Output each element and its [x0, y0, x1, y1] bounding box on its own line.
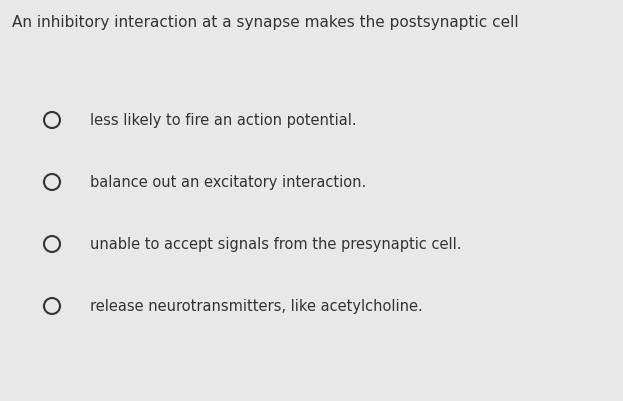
Text: release neurotransmitters, like acetylcholine.: release neurotransmitters, like acetylch… [90, 298, 423, 314]
Text: An inhibitory interaction at a synapse makes the postsynaptic cell: An inhibitory interaction at a synapse m… [12, 15, 518, 30]
Text: unable to accept signals from the presynaptic cell.: unable to accept signals from the presyn… [90, 237, 462, 251]
Text: less likely to fire an action potential.: less likely to fire an action potential. [90, 113, 356, 128]
Text: balance out an excitatory interaction.: balance out an excitatory interaction. [90, 174, 366, 190]
